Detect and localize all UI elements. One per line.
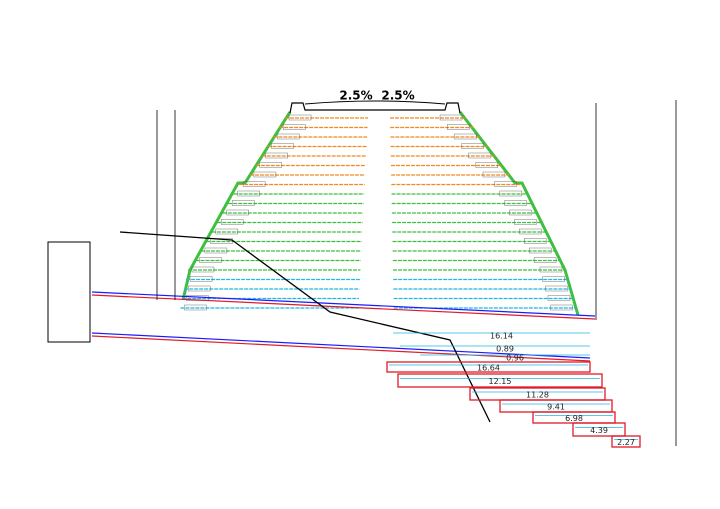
dimension-label: 16.14 xyxy=(490,332,513,341)
embankment xyxy=(180,111,580,316)
label-box xyxy=(524,238,547,244)
label-box xyxy=(189,276,213,282)
layer-box xyxy=(611,435,641,448)
road-surface xyxy=(289,102,461,114)
label-box xyxy=(226,209,249,216)
existing-ground xyxy=(119,231,491,423)
dimension-label: 11.28 xyxy=(526,391,549,400)
dimension-label: 0.96 xyxy=(506,354,524,363)
label-box xyxy=(265,152,288,159)
label-box xyxy=(215,228,239,235)
label-box xyxy=(288,114,312,121)
label-box xyxy=(533,257,557,263)
label-box xyxy=(237,190,260,197)
label-box xyxy=(475,162,499,168)
label-box xyxy=(494,181,517,187)
dimension-group: 16.14 0.890.96 16.64 12.15 11.28 9.416.98 4.39… xyxy=(386,332,641,448)
label-box xyxy=(242,181,266,187)
structure-box xyxy=(47,241,91,343)
label-box xyxy=(461,143,484,149)
label-box xyxy=(528,247,552,254)
dimension-label: 2.27 xyxy=(617,438,635,447)
label-box xyxy=(545,285,568,292)
label-box xyxy=(184,304,207,311)
label-box xyxy=(509,209,532,216)
label-box xyxy=(504,200,527,206)
label-box xyxy=(191,266,215,273)
label-box xyxy=(259,162,282,168)
dimension-label: 9.41 xyxy=(547,403,565,412)
label-box xyxy=(439,114,463,121)
layer-box xyxy=(397,373,603,388)
dimension-label: 0.89 xyxy=(496,345,514,354)
slope xyxy=(458,111,580,316)
ground-line xyxy=(91,291,596,317)
grade-label: 2.5% xyxy=(381,89,414,103)
grade-label: 2.5% xyxy=(339,89,372,103)
label-box xyxy=(468,152,491,159)
label-box xyxy=(204,247,228,254)
label-box xyxy=(499,190,522,197)
label-box xyxy=(550,304,573,311)
ground-line xyxy=(91,332,591,359)
label-box xyxy=(277,133,300,140)
label-box xyxy=(253,171,277,178)
label-box xyxy=(547,295,571,301)
label-box xyxy=(221,219,244,225)
dimension-label: 12.15 xyxy=(489,377,512,386)
label-box xyxy=(232,200,255,206)
label-box xyxy=(539,266,563,273)
dimension-label: 4.39 xyxy=(590,426,608,435)
ground-line xyxy=(91,335,591,362)
label-box xyxy=(514,219,537,225)
label-box xyxy=(519,228,542,235)
label-box xyxy=(482,171,506,178)
label-box xyxy=(446,124,470,130)
label-box xyxy=(542,276,565,282)
label-box xyxy=(283,124,306,130)
crown-line xyxy=(304,100,446,105)
label-box xyxy=(454,133,477,140)
label-box xyxy=(187,285,211,292)
layer-box xyxy=(572,422,626,437)
dimension-label: 16.64 xyxy=(477,364,500,373)
label-box xyxy=(271,143,294,149)
ground-line xyxy=(91,294,596,320)
label-box xyxy=(199,257,222,263)
layer-box xyxy=(386,361,591,373)
dimension-label: 6.98 xyxy=(565,414,583,423)
